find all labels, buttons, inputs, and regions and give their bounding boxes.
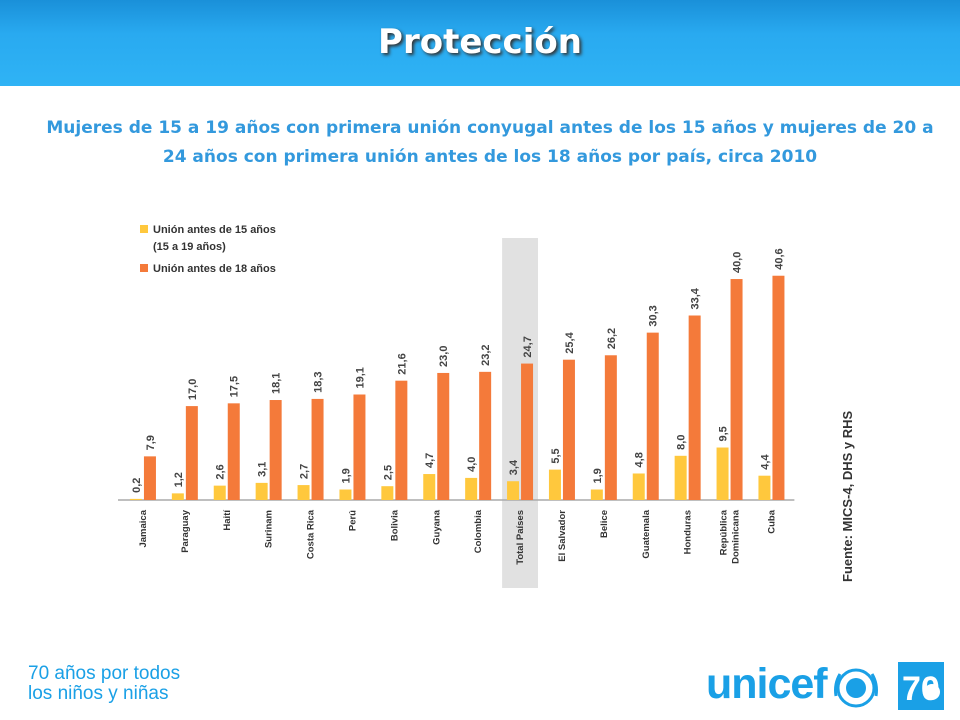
- bar-18-peru: [353, 394, 366, 500]
- category-label-surinam: Surinam: [264, 510, 275, 548]
- bar-18-guatemala: [646, 332, 659, 500]
- source-note: Fuente: MICS-4, DHS y RHS: [840, 410, 855, 582]
- page-title: Protección: [378, 22, 582, 62]
- bar-18-paraguay: [185, 406, 198, 500]
- bar-18-belice: [604, 355, 617, 500]
- bar-15-guyana: [423, 474, 436, 500]
- value-label-18-republica-dominicana: 40,0: [732, 252, 744, 273]
- value-label-15-peru: 1,9: [340, 468, 352, 483]
- category-label-costa-rica: Costa Rica: [306, 509, 317, 559]
- category-label-republica-dominicana-2: Dominicana: [731, 509, 742, 564]
- value-label-18-costa-rica: 18,3: [313, 371, 325, 392]
- value-label-18-total-paises: 24,7: [522, 336, 534, 357]
- bar-15-total-paises: [507, 481, 520, 500]
- legend-swatch-18: [140, 264, 148, 272]
- value-label-15-paraguay: 1,2: [173, 472, 185, 487]
- bar-15-el-salvador: [548, 469, 561, 500]
- value-label-18-honduras: 33,4: [690, 287, 702, 309]
- bar-15-cuba: [758, 475, 771, 500]
- value-label-18-haiti: 17,5: [229, 376, 241, 397]
- value-label-18-bolivia: 21,6: [396, 353, 408, 374]
- footer-line-2: los niños y niñas: [28, 683, 169, 704]
- unicef-emblem-icon: [834, 668, 878, 708]
- legend-label-18: Unión antes de 18 años: [153, 263, 276, 275]
- value-label-15-guatemala: 4,8: [634, 452, 646, 467]
- bar-15-belice: [590, 489, 603, 500]
- bar-18-bolivia: [395, 380, 408, 500]
- bar-15-peru: [339, 489, 352, 500]
- value-label-15-jamaica: 0,2: [131, 478, 143, 493]
- bar-18-colombia: [479, 371, 492, 500]
- legend-label-15-line2: (15 a 19 años): [153, 241, 226, 253]
- category-label-guatemala: Guatemala: [641, 509, 652, 558]
- category-label-el-salvador: El Salvador: [557, 510, 568, 562]
- bar-18-costa-rica: [311, 398, 324, 500]
- footer-line-1: 70 años por todos: [28, 663, 181, 684]
- bar-15-guatemala: [632, 473, 645, 500]
- bar-15-honduras: [674, 455, 687, 500]
- value-label-15-cuba: 4,4: [759, 454, 771, 470]
- header-banner: Protección: [0, 0, 960, 86]
- value-label-18-jamaica: 7,9: [145, 435, 157, 450]
- bar-18-surinam: [269, 400, 282, 500]
- anniversary-70-icon: 70: [898, 662, 944, 710]
- chart-subtitle: Mujeres de 15 a 19 años con primera unió…: [46, 118, 934, 167]
- bar-18-republica-dominicana: [730, 279, 743, 500]
- bar-18-honduras: [688, 315, 701, 500]
- value-label-18-belice: 26,2: [606, 328, 618, 349]
- value-label-15-belice: 1,9: [592, 468, 604, 483]
- category-label-paraguay: Paraguay: [180, 509, 191, 552]
- value-label-15-total-paises: 3,4: [508, 459, 520, 475]
- bar-15-republica-dominicana: [716, 447, 729, 500]
- value-label-18-paraguay: 17,0: [187, 379, 199, 400]
- bar-15-haiti: [213, 485, 226, 500]
- bar-15-surinam: [255, 482, 268, 500]
- category-label-peru: Perú: [347, 510, 358, 531]
- bar-15-jamaica: [129, 498, 142, 500]
- legend-swatch-15: [140, 225, 148, 233]
- bar-18-cuba: [772, 275, 785, 500]
- category-label-cuba: Cuba: [766, 509, 777, 533]
- unicef-logo: unicef 70: [706, 660, 946, 712]
- value-label-15-el-salvador: 5,5: [550, 448, 562, 463]
- value-label-18-surinam: 18,1: [271, 373, 283, 394]
- category-label-colombia: Colombia: [473, 509, 484, 553]
- value-label-18-guyana: 23,0: [438, 346, 450, 367]
- category-label-honduras: Honduras: [683, 510, 694, 554]
- bar-18-haiti: [227, 403, 240, 500]
- value-label-18-cuba: 40,6: [773, 248, 785, 269]
- bar-15-colombia: [465, 477, 478, 500]
- value-label-18-peru: 19,1: [354, 367, 366, 388]
- category-label-bolivia: Bolivia: [389, 509, 400, 541]
- value-label-18-el-salvador: 25,4: [564, 331, 576, 353]
- value-label-15-costa-rica: 2,7: [299, 464, 311, 479]
- value-label-15-republica-dominicana: 9,5: [718, 426, 730, 441]
- unicef-wordmark: unicef: [706, 660, 828, 708]
- value-label-15-guyana: 4,7: [424, 453, 436, 468]
- value-label-15-haiti: 2,6: [215, 464, 227, 479]
- value-label-15-honduras: 8,0: [676, 435, 688, 450]
- footer-slogan: 70 años por todos los niños y niñas: [28, 664, 180, 704]
- bar-18-jamaica: [143, 456, 156, 500]
- category-label-total-paises: Total Países: [515, 510, 526, 565]
- bar-18-el-salvador: [562, 359, 575, 500]
- bar-18-total-paises: [521, 363, 534, 500]
- value-label-15-surinam: 3,1: [257, 462, 269, 477]
- category-label-belice: Belice: [599, 510, 610, 538]
- category-label-jamaica: Jamaica: [138, 509, 149, 547]
- value-label-15-colombia: 4,0: [466, 457, 478, 472]
- value-label-15-bolivia: 2,5: [382, 465, 394, 480]
- legend-label-15-line1: Unión antes de 15 años: [153, 224, 276, 236]
- category-label-guyana: Guyana: [431, 509, 442, 545]
- bar-18-guyana: [437, 372, 450, 500]
- bar-15-paraguay: [171, 493, 184, 500]
- bar-15-bolivia: [381, 486, 394, 500]
- category-label-republica-dominicana-1: República: [719, 509, 730, 555]
- value-label-18-colombia: 23,2: [480, 344, 492, 365]
- category-label-haiti: Haití: [222, 510, 233, 531]
- bar-15-costa-rica: [297, 485, 310, 500]
- value-label-18-guatemala: 30,3: [648, 305, 660, 326]
